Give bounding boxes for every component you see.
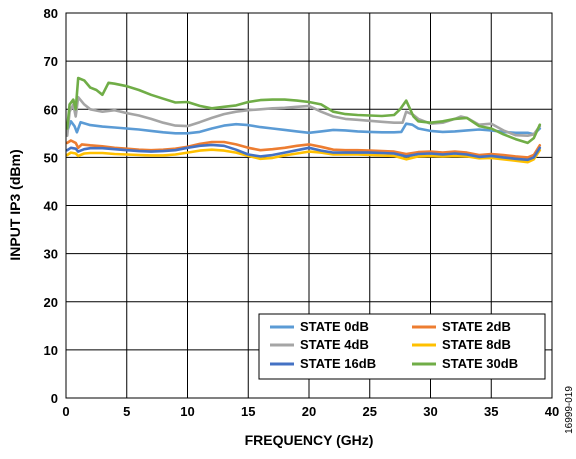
series-line-state-2db xyxy=(65,139,542,159)
y-tick-label: 50 xyxy=(44,150,58,165)
legend-label-state-0db: STATE 0dB xyxy=(300,319,369,334)
legend-label-state-8db: STATE 8dB xyxy=(442,337,511,352)
x-tick-label: 10 xyxy=(180,404,194,419)
x-tick-label: 20 xyxy=(302,404,316,419)
series-line-state-8db xyxy=(65,148,542,164)
x-tick-label: 5 xyxy=(123,404,130,419)
y-tick-label: 40 xyxy=(44,199,58,214)
chart-gridlines xyxy=(66,13,552,398)
y-tick-label: 30 xyxy=(44,247,58,262)
series-line-state-4db xyxy=(65,95,542,137)
x-axis-title: FREQUENCY (GHz) xyxy=(245,432,374,448)
y-tick-label: 10 xyxy=(44,343,58,358)
chart-legend: STATE 0dB STATE 2dB STATE 4dB STATE 8dB STAT… xyxy=(258,313,546,380)
legend-label-state-4db: STATE 4dB xyxy=(300,337,369,352)
legend-label-state-16db: STATE 16dB xyxy=(300,356,376,371)
y-tick-label: 60 xyxy=(44,102,58,117)
x-tick-label: 15 xyxy=(241,404,255,419)
x-tick-labels: 0 5 10 15 20 25 30 35 40 xyxy=(62,404,559,419)
y-tick-label: 20 xyxy=(44,295,58,310)
x-tick-label: 25 xyxy=(363,404,377,419)
series-line-state-30db xyxy=(65,76,542,145)
series-line-state-0db xyxy=(65,120,542,136)
x-tick-label: 35 xyxy=(484,404,498,419)
chart-series xyxy=(65,76,542,164)
legend-label-state-2db: STATE 2dB xyxy=(442,319,511,334)
x-tick-label: 40 xyxy=(545,404,559,419)
plot-frame xyxy=(65,12,553,399)
y-axis-title: INPUT IP3 (dBm) xyxy=(7,149,23,260)
figure-id: 16999-019 xyxy=(564,386,575,434)
y-tick-labels: 0 10 20 30 40 50 60 70 80 xyxy=(44,6,58,406)
x-tick-label: 0 xyxy=(62,404,69,419)
series-line-state-16db xyxy=(65,143,542,162)
legend-label-state-30db: STATE 30dB xyxy=(442,356,518,371)
y-tick-label: 70 xyxy=(44,54,58,69)
y-tick-label: 0 xyxy=(51,391,58,406)
legend-box xyxy=(258,313,546,380)
y-tick-label: 80 xyxy=(44,6,58,21)
x-tick-label: 30 xyxy=(423,404,437,419)
